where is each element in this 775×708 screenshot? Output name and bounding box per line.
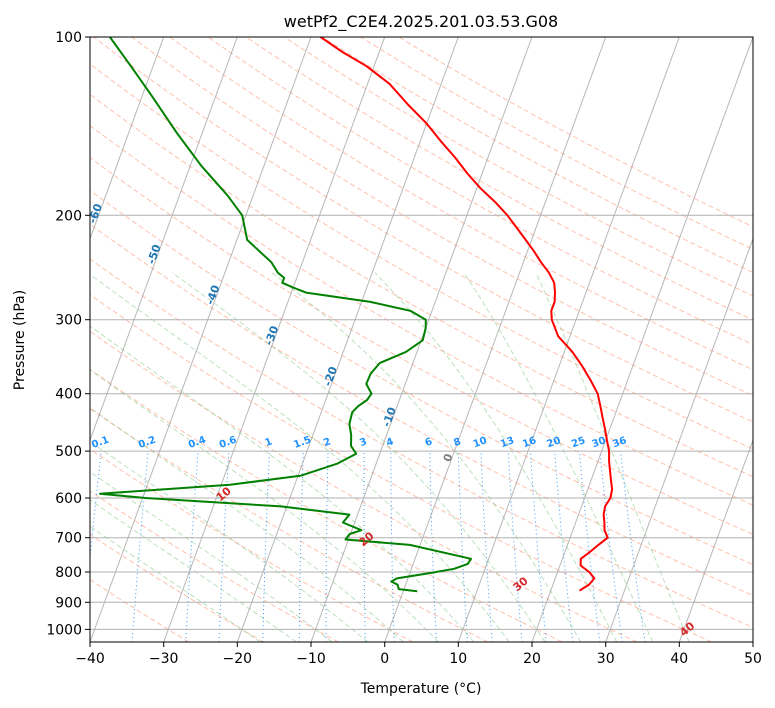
dry-adiabat-line: [284, 37, 753, 297]
mixing-ratio-label: 20: [545, 435, 562, 450]
x-tick-label: −10: [296, 651, 326, 667]
y-tick-label: 800: [55, 565, 82, 581]
dry-adiabat-line: [90, 407, 488, 642]
x-tick-label: 30: [597, 651, 615, 667]
moist-adiabat-line: [374, 272, 618, 642]
dry-adiabat-line: [90, 93, 753, 478]
mixing-ratio-label: 3: [358, 436, 368, 449]
dry-adiabat-line: [90, 294, 712, 642]
y-tick-label: 100: [55, 30, 82, 46]
isotherm-line: [310, 37, 533, 642]
mixing-ratio-line: [554, 451, 574, 642]
mixing-ratio-line: [578, 451, 601, 642]
chart-title: wetPf2_C2E4.2025.201.03.53.G08: [284, 12, 558, 32]
x-tick-label: −40: [75, 651, 105, 667]
mixing-ratio-label: 25: [570, 435, 587, 450]
dry-adiabat-line: [90, 533, 264, 642]
x-axis-label: Temperature (°C): [360, 681, 482, 697]
isotherm-label: 0: [441, 452, 456, 464]
isotherm-line: [90, 37, 312, 642]
y-tick-label: 700: [55, 531, 82, 547]
isotherm-line: [457, 37, 680, 642]
y-tick-label: 200: [55, 208, 82, 224]
mixing-ratio-label: 10: [472, 435, 489, 450]
moist-adiabat-line: [90, 471, 333, 642]
x-tick-label: 40: [670, 651, 688, 667]
plot-frame: [89, 36, 754, 643]
y-tick-label: 600: [55, 491, 82, 507]
mixing-ratio-label: 13: [499, 435, 516, 450]
mixing-ratio-line: [620, 451, 646, 642]
x-tick-label: 10: [449, 651, 467, 667]
dry-adiabat-line: [90, 156, 753, 536]
moist-adiabat-line: [90, 369, 439, 642]
y-tick-label: 400: [55, 387, 82, 403]
y-tick-label: 900: [55, 595, 82, 611]
mixing-ratio-label: 30: [591, 435, 608, 450]
mixing-ratio-label: 2: [322, 436, 332, 449]
temperature-profile-line: [320, 37, 614, 592]
moist-adiabat-line: [90, 499, 297, 642]
mixing-ratio-label: 16: [521, 435, 538, 450]
moist-adiabat-line: [90, 325, 475, 642]
isotherm-label: -70: [27, 161, 46, 184]
y-tick-label: 1000: [46, 622, 82, 638]
isotherm-line: [752, 640, 753, 642]
x-tick-label: −20: [223, 651, 253, 667]
x-tick-label: 20: [523, 651, 541, 667]
mixing-ratio-label: 8: [452, 436, 462, 449]
dry-adiabat-line: [90, 258, 753, 629]
y-tick-label: 500: [55, 444, 82, 460]
dry-adiabat-line: [90, 124, 753, 506]
isotherm-line: [605, 237, 753, 642]
y-axis-label: Pressure (hPa): [12, 290, 28, 390]
isotherm-line: [163, 37, 386, 642]
moist-adiabat-line: [172, 272, 546, 642]
isotherm-line: [90, 37, 238, 442]
x-tick-label: 0: [380, 651, 389, 667]
mixing-ratio-label: 4: [385, 436, 395, 449]
mixing-ratio-line: [507, 451, 523, 642]
isotherm-line: [384, 37, 607, 642]
dry-adiabat-line: [93, 37, 753, 423]
mixing-ratio-label: 36: [611, 435, 628, 450]
moist-adiabat-line: [90, 407, 404, 642]
dry-adiabat-line: [245, 37, 753, 321]
isotherm-line: [236, 37, 459, 642]
dry-adiabat-line: [90, 223, 753, 597]
mixing-ratio-label: 6: [424, 436, 434, 449]
dry-adiabat-line: [90, 63, 753, 450]
dry-adiabat-line: [90, 330, 638, 642]
moist-adiabat-line: [271, 272, 582, 642]
y-tick-label: 300: [55, 313, 82, 329]
mixing-ratio-label: 1: [263, 436, 273, 449]
dry-adiabat-line: [90, 368, 563, 642]
mixing-ratio-line: [529, 451, 547, 642]
moist-adiabat-line: [90, 273, 510, 642]
x-tick-label: −30: [149, 651, 179, 667]
isotherm-line: [531, 37, 753, 642]
isotherm-line: [90, 37, 165, 241]
dewpoint-profile-line: [99, 37, 472, 593]
isotherm-line: [678, 438, 753, 642]
mixing-ratio-line: [90, 451, 102, 563]
x-tick-label: 50: [744, 651, 762, 667]
mixing-ratio-line: [599, 451, 623, 642]
